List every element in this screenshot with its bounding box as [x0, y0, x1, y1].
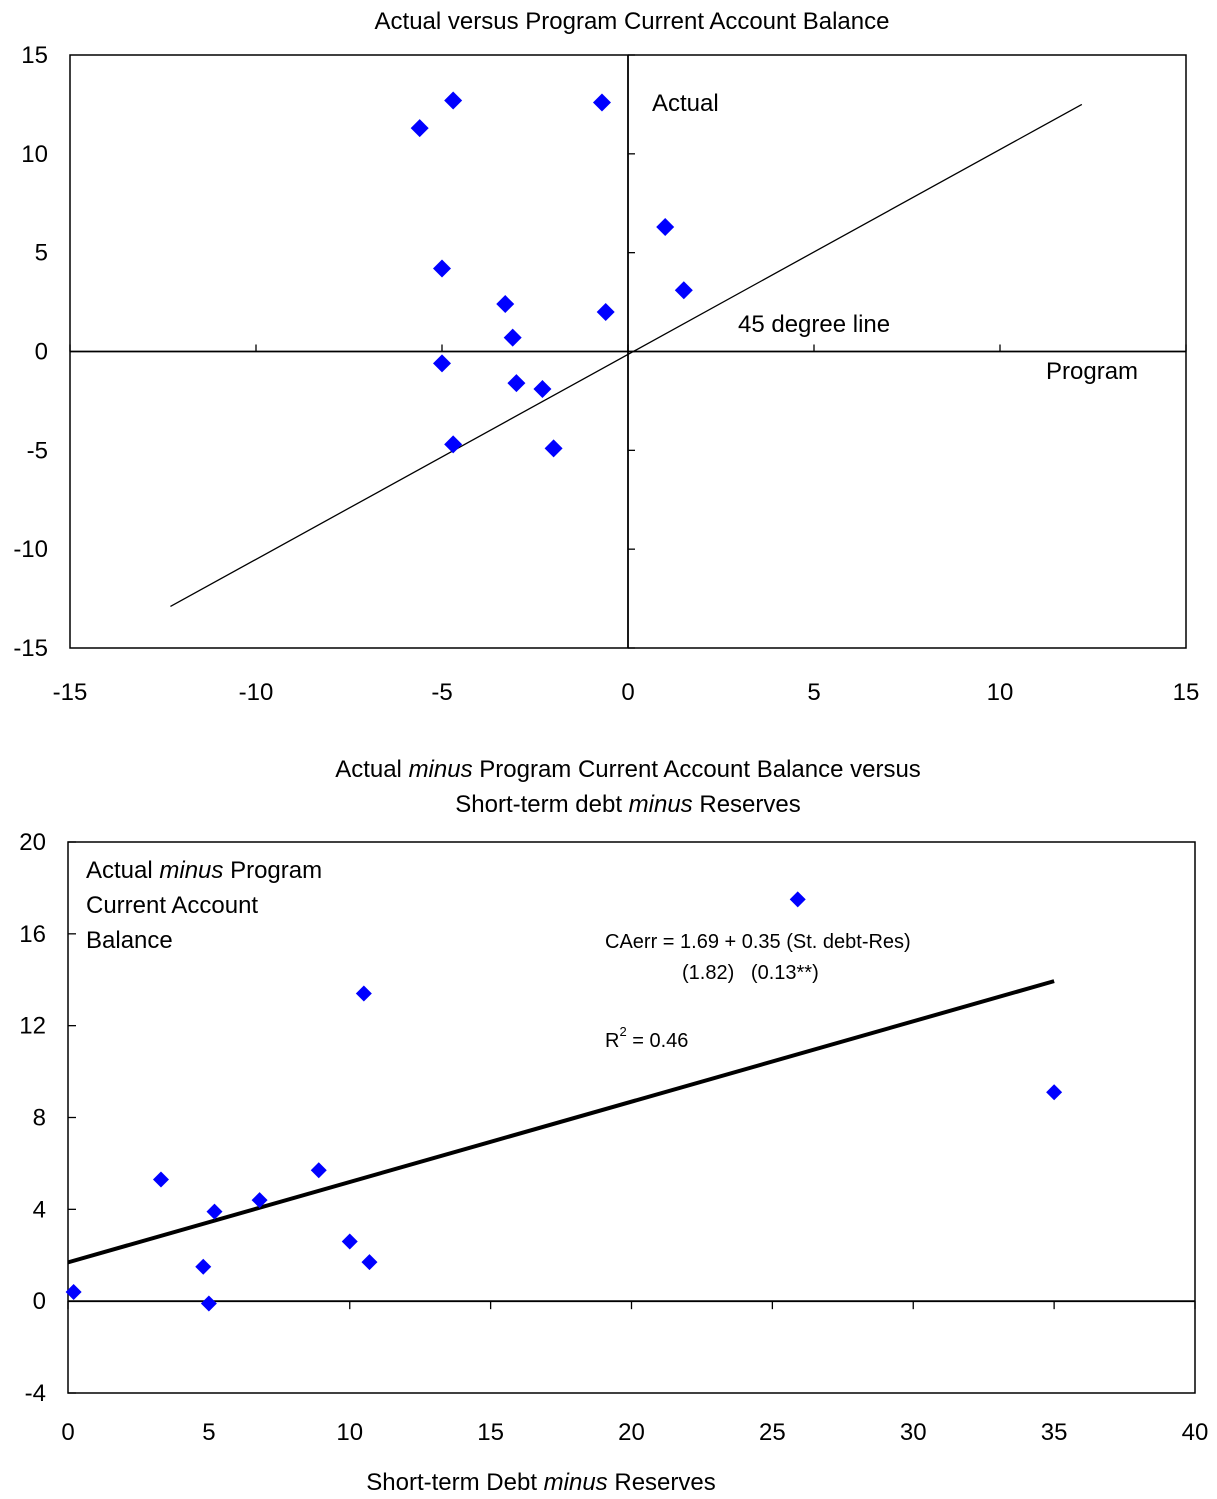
chart2-x-tick-label: 15 [477, 1419, 504, 1446]
chart1-data-point [592, 93, 611, 112]
chart2-xlabel-a: Short-term Debt [366, 1469, 543, 1496]
chart2-y-tick-label: 20 [19, 829, 46, 856]
chart2-title-line2-a: Short-term debt [455, 791, 628, 818]
chart1-data-point [496, 295, 515, 314]
chart2-x-axis-label: Short-term Debt minus Reserves [366, 1469, 715, 1496]
chart2-plot-frame [67, 841, 1196, 1394]
chart2-y-tick-label: -4 [25, 1380, 46, 1407]
chart2-axes [67, 841, 1196, 1394]
chart2-y-tick-label: 16 [19, 921, 46, 948]
chart1-data-point [503, 328, 522, 347]
chart2-x-tick-label: 25 [759, 1419, 786, 1446]
chart2-x-tick-label: 20 [618, 1419, 645, 1446]
chart1-y-tick-label: 10 [21, 141, 48, 168]
chart1-data-point [433, 354, 451, 373]
chart2-r2-value: = 0.46 [627, 1030, 689, 1052]
chart1-y-tick-labels: 15 10 5 0 -5 -10 -15 [13, 42, 48, 662]
chart2-title-line1-c: Program Current Account Balance versus [473, 756, 921, 783]
chart2-data-point [310, 1162, 327, 1179]
chart1-y-tick-label: -15 [13, 635, 48, 662]
chart2-data-point [789, 891, 806, 908]
chart2-data-point [1046, 1084, 1063, 1101]
chart1-program-label: Program [1046, 358, 1138, 385]
chart2-inset-a: Actual [86, 857, 159, 884]
chart2-inset-label-line1: Actual minus Program [86, 857, 322, 884]
chart2-inset-c: Program [223, 857, 322, 884]
chart2-x-tick-labels: 0 5 10 15 20 25 30 35 40 [61, 1419, 1208, 1446]
chart2-inset-label-line3: Balance [86, 927, 173, 954]
chart2-points [65, 891, 1063, 1312]
chart2-standard-errors: (1.82) (0.13**) [682, 962, 819, 984]
chart2-data-point [355, 985, 372, 1002]
chart2-inset-label-line2: Current Account [86, 892, 258, 919]
chart2-data-point [200, 1295, 217, 1312]
chart2-title-line1-a: Actual [335, 756, 408, 783]
chart2-r2-prefix: R [605, 1030, 619, 1052]
chart1-data-point [596, 302, 615, 321]
chart1-x-tick-label: 15 [1173, 679, 1200, 706]
chart2-data-point [251, 1192, 268, 1209]
chart1-x-tick-label: -15 [53, 679, 88, 706]
chart2-y-tick-label: 8 [33, 1105, 46, 1132]
chart1-y-tick-label: -10 [13, 536, 48, 563]
chart1-data-point [674, 281, 693, 300]
chart1-points [410, 91, 693, 458]
chart2-y-tick-labels: 20 16 12 8 4 0 -4 [19, 829, 46, 1407]
chart2-title-line2: Short-term debt minus Reserves [455, 791, 800, 818]
chart1-data-point [433, 259, 451, 278]
chart1-x-tick-label: 5 [807, 679, 820, 706]
chart2-title-line2-b: minus [629, 791, 693, 818]
chart1-data-point [444, 435, 463, 454]
chart2-x-tick-label: 5 [202, 1419, 215, 1446]
chart2-data-point [206, 1203, 223, 1220]
chart2-x-tick-label: 40 [1182, 1419, 1209, 1446]
chart1-title: Actual versus Program Current Account Ba… [375, 8, 890, 35]
chart2-x-tick-label: 10 [336, 1419, 363, 1446]
chart1-data-point [656, 217, 675, 236]
chart1-data-point [444, 91, 463, 110]
chart1-x-tick-labels: -15 -10 -5 0 5 10 15 [53, 679, 1200, 706]
chart1-y-tick-label: 15 [21, 42, 48, 69]
chart-error-vs-debt: Actual minus Program Current Account Bal… [19, 756, 1208, 1496]
chart2-data-point [65, 1283, 82, 1300]
chart1-actual-label: Actual [652, 90, 719, 117]
chart2-r-squared: R2 = 0.46 [605, 1024, 688, 1052]
chart2-regression-line [67, 979, 1055, 1265]
chart2-title-line1: Actual minus Program Current Account Bal… [335, 756, 921, 783]
chart2-data-point [361, 1254, 378, 1271]
chart1-x-tick-label: -10 [239, 679, 274, 706]
chart2-xlabel-c: Reserves [608, 1469, 716, 1496]
chart1-y-tick-label: 0 [35, 339, 48, 366]
chart2-equation: CAerr = 1.69 + 0.35 (St. debt-Res) [605, 931, 911, 953]
chart2-r2-sup: 2 [619, 1024, 626, 1039]
chart1-x-tick-label: -5 [431, 679, 452, 706]
chart2-data-point [341, 1233, 358, 1250]
chart2-data-point [195, 1258, 212, 1275]
chart1-45-degree-label: 45 degree line [738, 311, 890, 338]
chart2-y-tick-label: 12 [19, 1013, 46, 1040]
chart1-data-point [544, 439, 563, 458]
chart2-x-tick-label: 30 [900, 1419, 927, 1446]
chart1-y-tick-label: 5 [35, 240, 48, 267]
chart1-x-tick-label: 0 [621, 679, 634, 706]
chart2-x-tick-label: 0 [61, 1419, 74, 1446]
chart1-data-point [533, 380, 552, 399]
chart2-x-tick-label: 35 [1041, 1419, 1068, 1446]
chart1-y-tick-label: -5 [27, 437, 48, 464]
chart1-axes [69, 54, 1187, 649]
chart2-y-tick-label: 4 [33, 1196, 46, 1223]
chart2-inset-b: minus [159, 857, 223, 884]
chart2-title-line2-c: Reserves [693, 791, 801, 818]
chart2-data-point [152, 1171, 169, 1188]
chart1-data-point [507, 374, 526, 393]
chart1-x-tick-label: 10 [987, 679, 1014, 706]
chart2-y-tick-label: 0 [33, 1288, 46, 1315]
chart-actual-vs-program: Actual versus Program Current Account Ba… [13, 8, 1199, 706]
chart2-xlabel-b: minus [544, 1469, 608, 1496]
chart1-45-degree-line [170, 103, 1083, 608]
chart2-title-line1-b: minus [409, 756, 473, 783]
chart1-data-point [410, 119, 429, 138]
